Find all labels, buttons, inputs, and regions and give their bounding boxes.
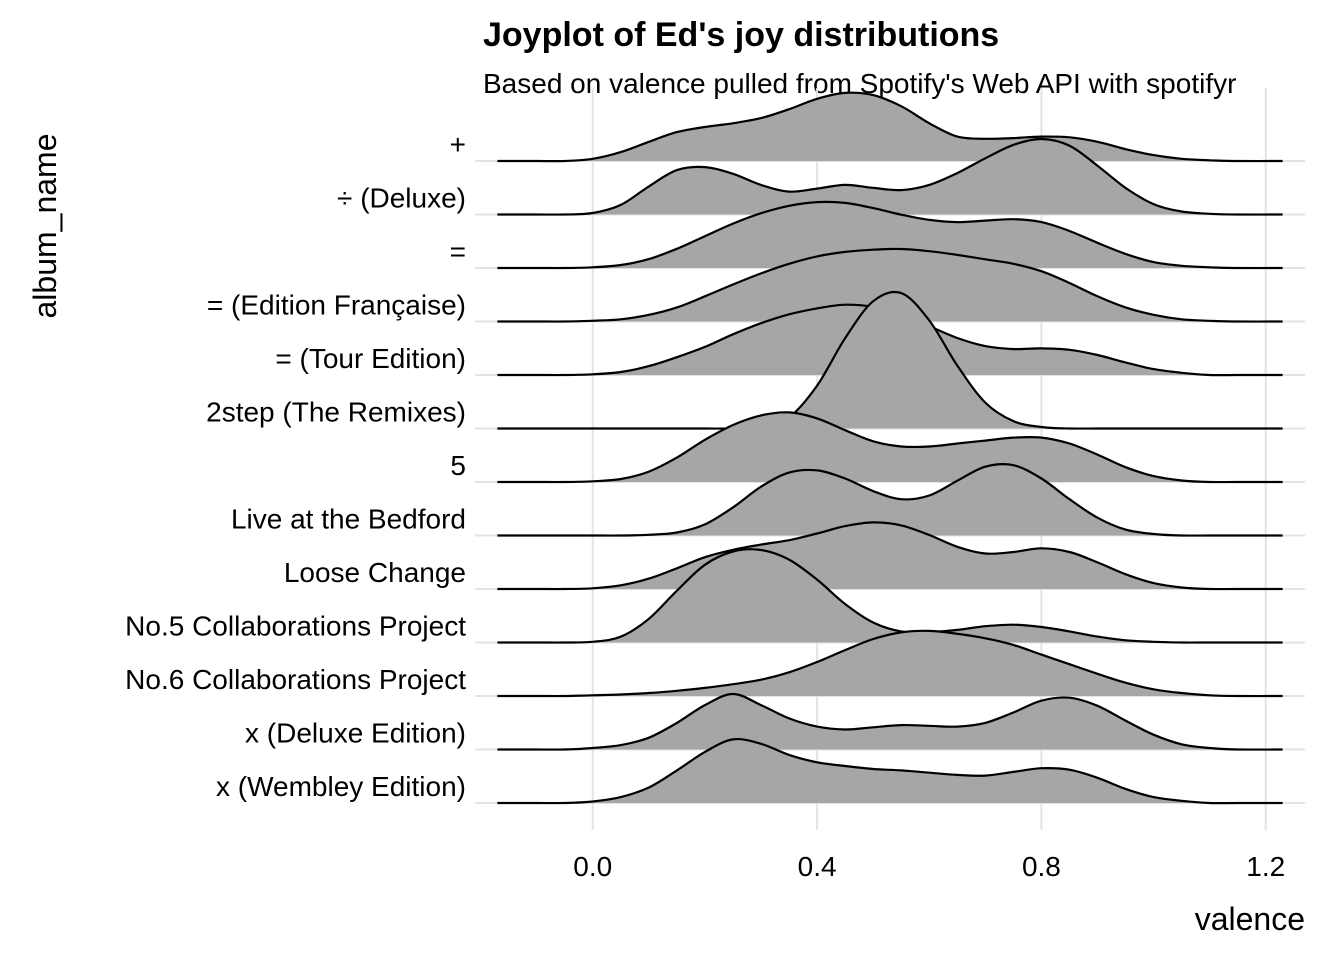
ridge-9 xyxy=(497,247,1283,323)
ridge-fill-3 xyxy=(497,549,1283,643)
ridge-5 xyxy=(497,463,1283,537)
ridge-1 xyxy=(497,692,1283,751)
ridge-3 xyxy=(497,548,1283,644)
category-label-3: No.5 Collaborations Project xyxy=(125,611,466,642)
ridge-line-11 xyxy=(497,137,1283,216)
x-ticks: 0.0 0.4 0.8 1.2 xyxy=(573,851,1285,882)
category-label-8: = (Tour Edition) xyxy=(275,343,466,374)
ridge-11 xyxy=(497,137,1283,216)
category-label-1: x (Deluxe Edition) xyxy=(245,718,466,749)
ridge-line-7 xyxy=(497,290,1283,430)
ridge-line-10 xyxy=(497,200,1283,270)
x-tick-label-2: 0.8 xyxy=(1022,851,1061,882)
ridge-line-5 xyxy=(497,463,1283,537)
ridges xyxy=(497,91,1283,805)
category-label-9: = (Edition Française) xyxy=(207,290,466,321)
chart-title: Joyplot of Ed's joy distributions xyxy=(483,16,1000,54)
ridge-fill-0 xyxy=(497,739,1283,804)
ridge-fill-7 xyxy=(497,291,1283,429)
category-label-10: = xyxy=(450,236,466,267)
ridge-2 xyxy=(497,629,1283,698)
ridge-line-3 xyxy=(497,548,1283,644)
category-label-4: Loose Change xyxy=(284,557,466,588)
category-label-7: 2step (The Remixes) xyxy=(206,397,466,428)
ridge-line-4 xyxy=(497,521,1283,591)
ridge-12 xyxy=(497,91,1283,163)
ridge-4 xyxy=(497,521,1283,591)
category-label-5: Live at the Bedford xyxy=(231,504,466,535)
ridge-line-9 xyxy=(497,247,1283,323)
category-label-11: ÷ (Deluxe) xyxy=(337,183,466,214)
ridge-fill-12 xyxy=(497,92,1283,162)
ridge-0 xyxy=(497,737,1283,805)
category-label-6: 5 xyxy=(450,450,466,481)
ridge-line-2 xyxy=(497,629,1283,698)
ridge-6 xyxy=(497,411,1283,484)
ridge-10 xyxy=(497,200,1283,270)
ridge-line-6 xyxy=(497,411,1283,484)
x-tick-label-1: 0.4 xyxy=(798,851,837,882)
ridge-fill-5 xyxy=(497,464,1283,536)
ridge-line-1 xyxy=(497,692,1283,751)
ridge-fill-10 xyxy=(497,201,1283,269)
category-labels: + ÷ (Deluxe) = = (Edition Française) = (Tour… xyxy=(125,129,466,802)
x-tick-label-3: 1.2 xyxy=(1246,851,1285,882)
ridge-7 xyxy=(497,290,1283,430)
ridge-fill-2 xyxy=(497,630,1283,697)
category-label-12: + xyxy=(450,129,466,160)
ridge-fill-9 xyxy=(497,248,1283,322)
ridge-line-0 xyxy=(497,737,1283,805)
x-tick-label-0: 0.0 xyxy=(573,851,612,882)
x-axis-title: valence xyxy=(1195,901,1305,937)
ridge-line-12 xyxy=(497,91,1283,163)
category-label-0: x (Wembley Edition) xyxy=(216,771,466,802)
ridge-fill-6 xyxy=(497,412,1283,483)
y-axis-title: album_name xyxy=(27,134,63,319)
ridge-fill-1 xyxy=(497,694,1283,750)
category-label-2: No.6 Collaborations Project xyxy=(125,664,466,695)
ridge-fill-4 xyxy=(497,522,1283,590)
